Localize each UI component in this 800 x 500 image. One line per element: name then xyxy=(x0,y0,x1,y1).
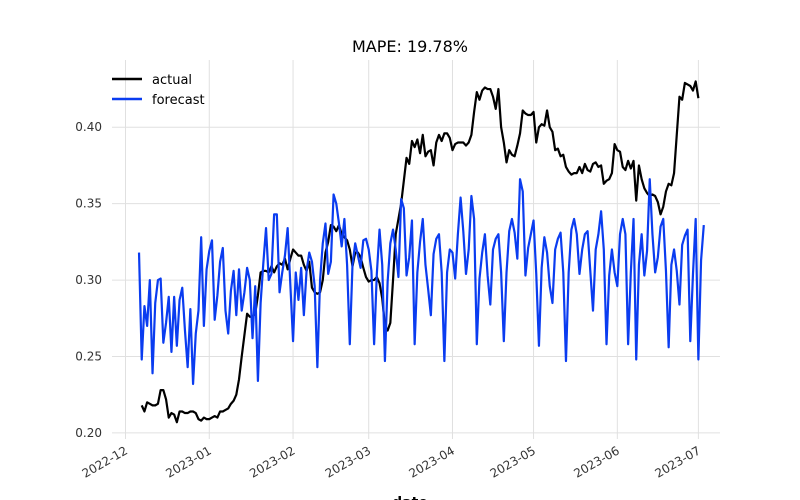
y-tick-label: 0.35 xyxy=(75,197,102,211)
y-tick-label: 0.30 xyxy=(75,273,102,287)
x-axis-label: date xyxy=(392,495,428,500)
legend-label-forecast: forecast xyxy=(152,93,205,108)
series-line-actual xyxy=(140,80,700,424)
series-layer xyxy=(137,80,705,424)
chart-title: MAPE: 19.78% xyxy=(352,37,468,56)
legend: actual forecast xyxy=(112,73,205,108)
y-tick-label: 0.40 xyxy=(75,120,102,134)
legend-label-actual: actual xyxy=(152,73,192,88)
series-line-forecast xyxy=(137,178,705,386)
y-tick-label: 0.20 xyxy=(75,426,102,440)
y-tick-label: 0.25 xyxy=(75,349,102,363)
